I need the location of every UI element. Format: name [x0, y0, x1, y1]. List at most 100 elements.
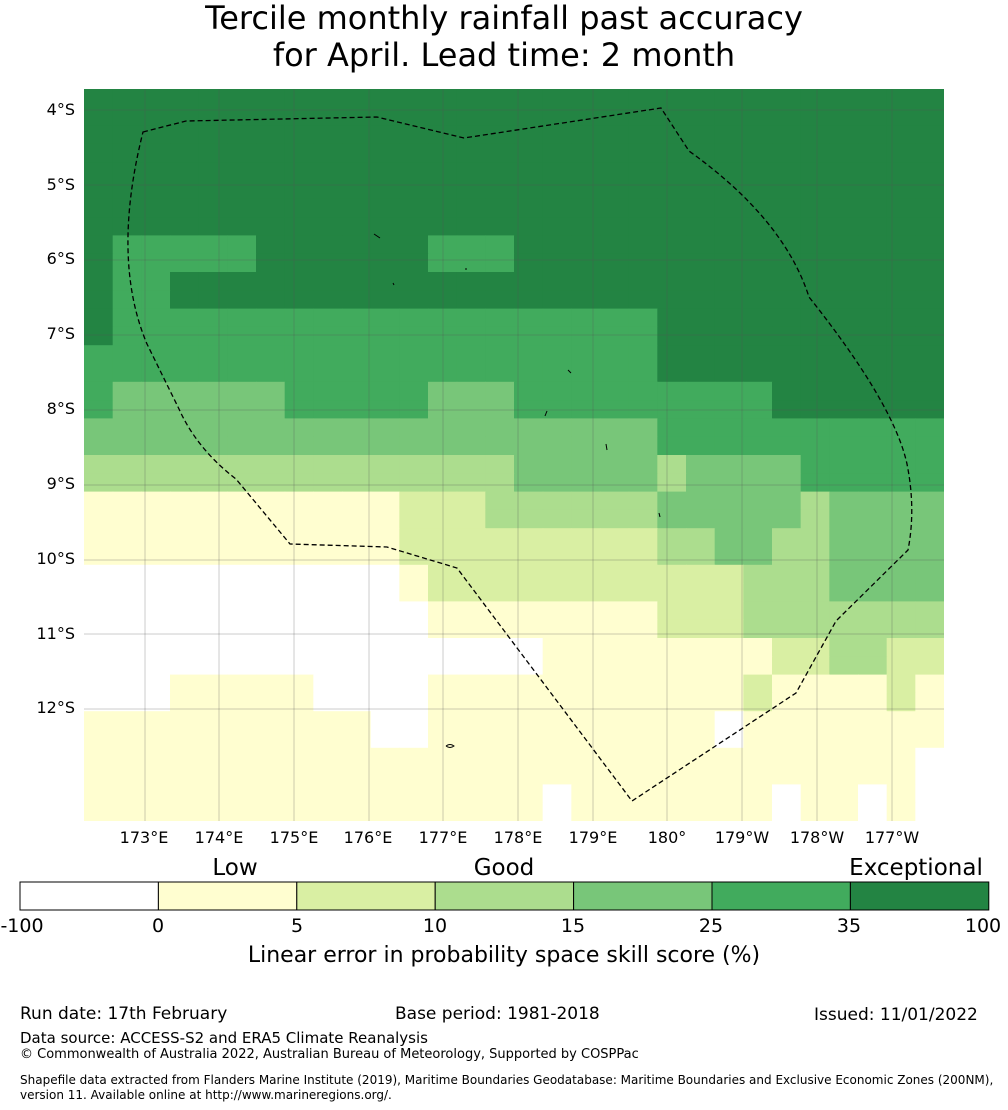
- grid-cell: [284, 381, 314, 401]
- grid-cell: [915, 180, 944, 200]
- grid-cell: [915, 418, 944, 438]
- grid-cell: [542, 473, 572, 493]
- grid-cell: [743, 619, 773, 639]
- grid-cell: [542, 363, 572, 383]
- grid-cell: [772, 89, 802, 108]
- grid-cell: [571, 326, 601, 346]
- grid-cell: [772, 217, 802, 236]
- grid-cell: [428, 180, 458, 200]
- grid-cell: [858, 381, 888, 401]
- grid-cell: [800, 198, 830, 218]
- grid-cell: [370, 729, 400, 749]
- grid-cell: [84, 253, 114, 273]
- grid-cell: [571, 363, 601, 383]
- grid-cell: [886, 418, 916, 438]
- grid-cell: [428, 638, 458, 657]
- grid-cell: [858, 308, 888, 328]
- grid-cell: [198, 455, 228, 474]
- grid-cell: [600, 418, 630, 438]
- grid-cell: [284, 711, 314, 731]
- grid-cell: [886, 784, 916, 804]
- grid-cell: [428, 619, 458, 639]
- grid-cell: [542, 784, 572, 804]
- grid-cell: [141, 107, 171, 127]
- grid-cell: [800, 125, 830, 145]
- grid-cell: [256, 583, 286, 602]
- grid-cell: [858, 125, 888, 145]
- grid-cell: [428, 784, 458, 804]
- grid-cell: [313, 143, 343, 163]
- grid-cell: [714, 418, 744, 438]
- grid-cell: [399, 253, 429, 273]
- grid-cell: [84, 381, 114, 401]
- grid-cell: [227, 107, 257, 127]
- grid-cell: [170, 674, 200, 694]
- grid-cell: [399, 107, 429, 127]
- grid-cell: [112, 418, 142, 438]
- grid-cell: [428, 125, 458, 145]
- grid-cell: [256, 180, 286, 200]
- grid-cell: [313, 125, 343, 145]
- grid-cell: [428, 162, 458, 182]
- grid-cell: [342, 729, 372, 749]
- grid-cell: [141, 217, 171, 236]
- grid-cell: [342, 674, 372, 694]
- grid-cell: [714, 363, 744, 383]
- grid-cell: [370, 674, 400, 694]
- grid-cell: [198, 162, 228, 182]
- grid-cell: [198, 253, 228, 273]
- grid-cell: [170, 784, 200, 804]
- grid-cell: [284, 766, 314, 785]
- grid-cell: [542, 107, 572, 127]
- grid-cell: [800, 363, 830, 383]
- grid-cell: [915, 381, 944, 401]
- grid-cell: [858, 235, 888, 255]
- grid-cell: [227, 290, 257, 310]
- grid-cell: [399, 766, 429, 785]
- grid-cell: [657, 784, 687, 804]
- grid-cell: [227, 400, 257, 419]
- grid-cell: [141, 747, 171, 767]
- grid-cell: [886, 143, 916, 163]
- grid-cell: [772, 619, 802, 639]
- grid-cell: [399, 345, 429, 365]
- grid-cell: [886, 455, 916, 474]
- grid-cell: [714, 308, 744, 328]
- grid-cell: [227, 235, 257, 255]
- grid-cell: [256, 290, 286, 310]
- grid-cell: [485, 253, 515, 273]
- grid-cell: [141, 784, 171, 804]
- grid-cell: [542, 656, 572, 676]
- grid-cell: [256, 784, 286, 804]
- grid-cell: [886, 253, 916, 273]
- grid-cell: [915, 235, 944, 255]
- grid-cell: [399, 473, 429, 493]
- grid-cell: [84, 619, 114, 639]
- grid-cell: [84, 729, 114, 749]
- grid-cell: [657, 711, 687, 731]
- grid-cell: [170, 436, 200, 456]
- graticule: [84, 89, 944, 821]
- grid-cell: [428, 509, 458, 529]
- grid-cell: [112, 253, 142, 273]
- grid-cell: [657, 638, 687, 657]
- grid-cell: [485, 180, 515, 200]
- grid-cell: [198, 400, 228, 419]
- grid-cell: [313, 89, 343, 108]
- grid-cell: [628, 528, 658, 548]
- lon-label-174e: 174°E: [194, 828, 244, 847]
- grid-cell: [800, 729, 830, 749]
- grid-cell: [198, 619, 228, 639]
- grid-cell: [829, 272, 859, 291]
- grid-cell: [714, 674, 744, 694]
- grid-cell: [600, 253, 630, 273]
- grid-cell: [514, 217, 544, 236]
- grid-cell: [256, 107, 286, 127]
- grid-cell: [227, 729, 257, 749]
- grid-cell: [858, 162, 888, 182]
- grid-cell: [198, 290, 228, 310]
- grid-cell: [112, 436, 142, 456]
- grid-cell: [571, 308, 601, 328]
- grid-cell: [342, 528, 372, 548]
- grid-cell: [514, 345, 544, 365]
